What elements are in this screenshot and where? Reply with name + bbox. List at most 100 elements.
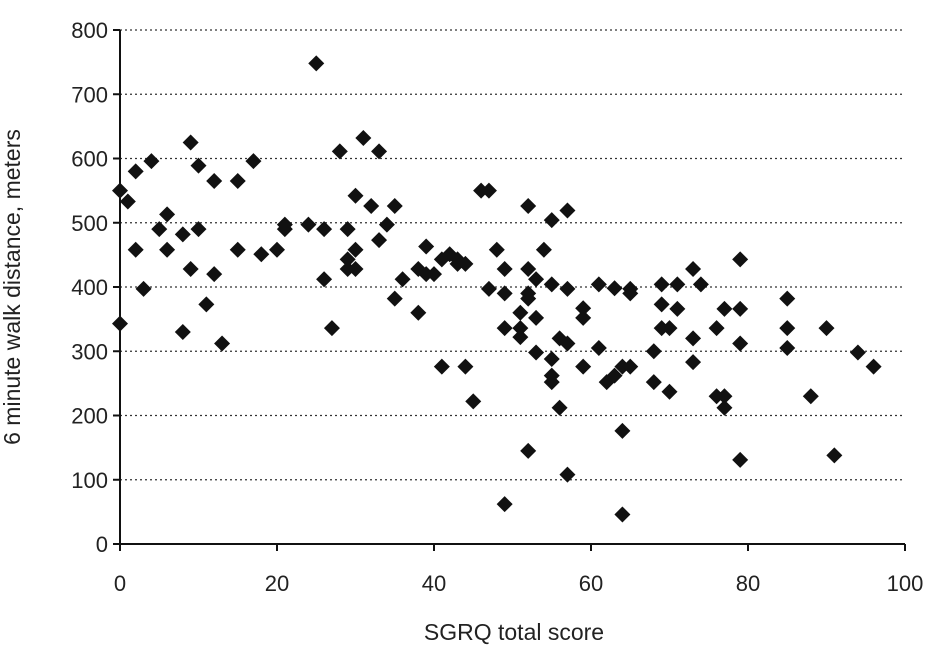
data-point (182, 261, 199, 278)
y-tick-label: 500 (71, 211, 108, 236)
data-point (865, 358, 882, 375)
data-point (732, 251, 749, 268)
data-point (826, 447, 843, 464)
data-point (127, 163, 144, 180)
data-point (849, 344, 866, 361)
data-point (685, 330, 702, 347)
data-point (229, 172, 246, 189)
data-point (308, 55, 325, 72)
data-point (190, 157, 207, 174)
data-point (378, 216, 395, 233)
data-point (143, 153, 160, 170)
data-point (269, 241, 285, 258)
data-point (661, 383, 678, 400)
data-point (614, 422, 631, 439)
data-point (441, 246, 458, 263)
data-point (433, 358, 450, 375)
data-point (347, 241, 364, 258)
data-point (182, 134, 199, 151)
data-point (716, 388, 733, 405)
data-point (112, 182, 128, 199)
data-point (779, 290, 796, 307)
x-axis-label: SGRQ total score (424, 619, 604, 645)
y-tick-label: 200 (71, 404, 108, 429)
axes (113, 29, 906, 551)
data-point (300, 216, 317, 233)
data-point (496, 320, 513, 337)
data-point (669, 276, 686, 293)
data-point (465, 393, 482, 410)
data-point (559, 202, 576, 219)
y-tick-label: 0 (96, 532, 108, 557)
data-point (528, 309, 545, 326)
data-point (653, 276, 670, 293)
data-point (520, 442, 537, 459)
data-point (559, 280, 576, 297)
data-point (512, 320, 529, 337)
data-point (535, 241, 552, 258)
data-point (206, 172, 223, 189)
data-point (371, 232, 388, 249)
x-tick-label: 100 (887, 571, 924, 596)
data-point (512, 304, 529, 321)
data-point (151, 221, 168, 238)
data-point (174, 323, 191, 340)
data-point (214, 335, 231, 352)
data-point (590, 276, 607, 293)
data-point (559, 335, 576, 352)
data-point (426, 266, 442, 283)
data-point (159, 241, 176, 258)
data-point (528, 271, 545, 288)
data-point (316, 271, 333, 288)
x-tick-label: 60 (579, 571, 603, 596)
data-point (198, 296, 215, 313)
data-point (496, 285, 513, 302)
data-point (410, 304, 427, 321)
data-point (520, 261, 537, 278)
data-point (732, 335, 749, 352)
data-point (716, 399, 733, 416)
data-points (112, 55, 882, 523)
y-tick-label: 600 (71, 147, 108, 172)
data-point (363, 198, 380, 215)
data-point (276, 216, 293, 233)
data-point (543, 276, 560, 293)
data-point (551, 399, 568, 416)
data-point (159, 206, 176, 223)
data-point (645, 343, 662, 360)
data-point (645, 374, 662, 391)
data-point (622, 285, 639, 302)
data-point (488, 241, 505, 258)
data-point (716, 300, 733, 317)
data-point (606, 367, 623, 384)
data-point (339, 251, 356, 268)
data-point (496, 261, 513, 278)
data-point (543, 212, 560, 229)
data-point (732, 300, 749, 317)
data-point (661, 320, 678, 337)
data-point (457, 358, 474, 375)
x-tick-label: 40 (422, 571, 446, 596)
data-point (520, 290, 537, 307)
data-point (347, 261, 364, 278)
y-tick-label: 800 (71, 18, 108, 43)
y-axis-label: 6 minute walk distance, meters (0, 129, 25, 445)
data-point (457, 255, 474, 272)
data-point (174, 226, 191, 243)
data-point (253, 246, 270, 263)
data-point (135, 280, 152, 297)
data-point (559, 466, 576, 483)
y-tick-label: 300 (71, 339, 108, 364)
data-point (371, 143, 388, 160)
data-point (190, 221, 207, 238)
data-point (732, 451, 749, 468)
y-tick-label: 400 (71, 275, 108, 300)
data-point (575, 309, 592, 326)
x-tick-label: 0 (114, 571, 126, 596)
data-point (119, 193, 136, 210)
data-point (496, 496, 513, 513)
data-point (802, 388, 819, 405)
data-point (229, 241, 246, 258)
data-point (708, 320, 725, 337)
x-tick-label: 20 (265, 571, 289, 596)
